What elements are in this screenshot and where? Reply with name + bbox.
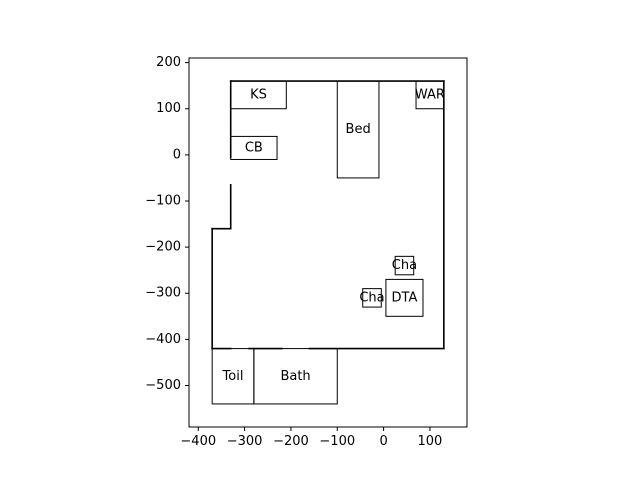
y-tick-label: −500 (145, 378, 181, 393)
y-tick-label: 100 (156, 101, 181, 116)
room-label: CB (245, 140, 263, 155)
room-cha-1: Cha (392, 255, 417, 276)
x-tick-label: 100 (418, 434, 443, 449)
x-tick-label: −200 (273, 434, 309, 449)
x-tick-label: −100 (319, 434, 355, 449)
axes-frame (188, 57, 468, 428)
walls-layer (211, 80, 445, 350)
room-box (253, 348, 338, 405)
y-tick-label: −100 (145, 193, 181, 208)
room-label: Bed (346, 122, 371, 137)
room-bath: Bath (253, 348, 338, 405)
room-cha-2: Cha (359, 288, 385, 308)
y-tick-label: 200 (156, 55, 181, 70)
x-tick-label: −400 (180, 434, 216, 449)
y-tick-label: −200 (145, 240, 181, 255)
rooms-layer: KS CB Bed WAR Cha Cha DTA Toil Bath (211, 80, 445, 405)
room-box (385, 278, 424, 317)
x-tick-label: 0 (379, 434, 387, 449)
y-tick-label: −400 (145, 332, 181, 347)
ticks-layer: −400 −300 −200 −100 0 1002001000−100−200−300−… (145, 55, 442, 449)
room-bed: Bed (336, 80, 380, 179)
y-tick-label: 0 (173, 147, 181, 162)
room-toil: Toil (211, 348, 255, 405)
room-ks: KS (230, 80, 287, 110)
x-tick-label: −300 (227, 434, 263, 449)
room-box (362, 288, 382, 308)
room-label: WAR (415, 87, 445, 102)
room-label: Cha (392, 258, 417, 273)
room-war: WAR (415, 80, 445, 110)
room-cb: CB (230, 135, 278, 160)
room-box (336, 80, 380, 179)
room-label: KS (250, 87, 267, 102)
room-box (230, 80, 287, 110)
room-label: Toil (222, 369, 244, 384)
room-label: DTA (392, 290, 418, 305)
room-label: Bath (280, 369, 310, 384)
room-box (394, 255, 415, 276)
room-label: Cha (359, 290, 384, 305)
room-box (230, 135, 278, 160)
room-dta: DTA (385, 278, 424, 317)
room-box (415, 80, 445, 110)
y-tick-label: −300 (145, 286, 181, 301)
